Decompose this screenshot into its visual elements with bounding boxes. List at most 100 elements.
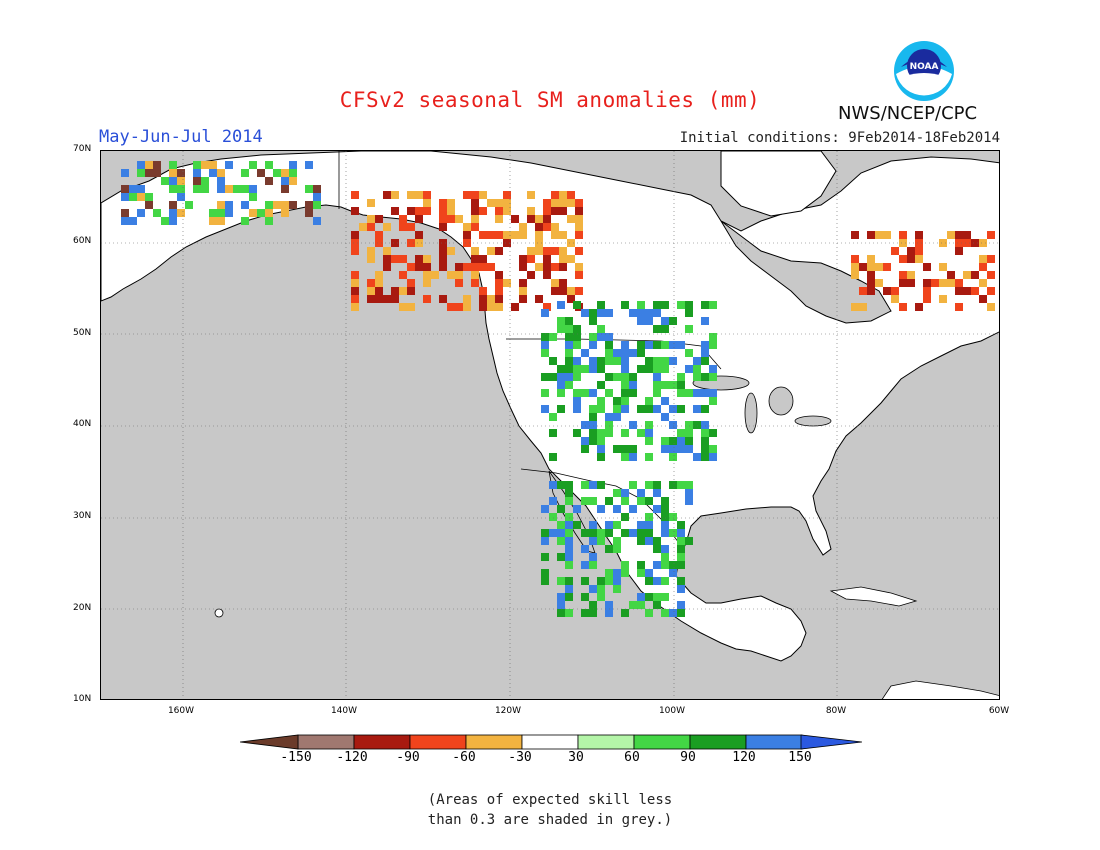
anomaly-cell	[907, 271, 915, 279]
anomaly-cell	[637, 497, 645, 505]
anomaly-cell	[867, 263, 875, 271]
anomaly-cell	[987, 271, 995, 279]
anomaly-cell	[653, 505, 661, 513]
anomaly-cell	[955, 279, 963, 287]
anomaly-cell	[145, 169, 153, 177]
anomaly-cell	[597, 365, 605, 373]
anomaly-cell	[597, 301, 605, 309]
anomaly-cell	[391, 207, 399, 215]
anomaly-cell	[415, 239, 423, 247]
anomaly-cell	[169, 201, 177, 209]
anomaly-cell	[605, 521, 613, 529]
anomaly-cell	[121, 209, 129, 217]
anomaly-cell	[621, 561, 629, 569]
anomaly-cell	[597, 405, 605, 413]
colorbar-segment	[577, 734, 635, 750]
anomaly-cell	[367, 255, 375, 263]
anomaly-cell	[597, 481, 605, 489]
anomaly-cell	[549, 453, 557, 461]
anomaly-cell	[589, 481, 597, 489]
anomaly-cell	[645, 577, 653, 585]
anomaly-cell	[891, 287, 899, 295]
anomaly-cell	[645, 357, 653, 365]
anomaly-cell	[613, 349, 621, 357]
anomaly-cell	[137, 185, 145, 193]
anomaly-cell	[645, 405, 653, 413]
anomaly-cell	[677, 445, 685, 453]
anomaly-cell	[613, 569, 621, 577]
anomaly-cell	[541, 529, 549, 537]
anomaly-cell	[915, 255, 923, 263]
anomaly-cell	[209, 161, 217, 169]
anomaly-cell	[867, 279, 875, 287]
anomaly-cell	[541, 341, 549, 349]
anomaly-cell	[121, 193, 129, 201]
anomaly-cell	[471, 199, 479, 207]
anomaly-cell	[305, 209, 313, 217]
anomaly-cell	[565, 349, 573, 357]
anomaly-cell	[915, 247, 923, 255]
anomaly-cell	[645, 397, 653, 405]
anomaly-cell	[589, 405, 597, 413]
anomaly-cell	[653, 481, 661, 489]
anomaly-cell	[289, 169, 297, 177]
anomaly-cell	[565, 317, 573, 325]
anomaly-cell	[923, 287, 931, 295]
anomaly-cell	[367, 215, 375, 223]
anomaly-cell	[589, 497, 597, 505]
anomaly-cell	[265, 161, 273, 169]
anomaly-cell	[573, 389, 581, 397]
anomaly-cell	[979, 239, 987, 247]
anomaly-cell	[565, 357, 573, 365]
anomaly-cell	[407, 287, 415, 295]
anomaly-cell	[383, 263, 391, 271]
anomaly-cell	[565, 497, 573, 505]
anomaly-cell	[685, 481, 693, 489]
anomaly-cell	[535, 247, 543, 255]
anomaly-cell	[575, 287, 583, 295]
lake-michigan	[744, 392, 758, 434]
anomaly-cell	[971, 239, 979, 247]
lon-label: 160W	[167, 706, 195, 716]
anomaly-cell	[685, 365, 693, 373]
anomaly-cell	[407, 207, 415, 215]
anomaly-cell	[661, 513, 669, 521]
anomaly-cell	[669, 453, 677, 461]
lat-label: 20N	[73, 603, 92, 613]
anomaly-cell	[575, 231, 583, 239]
anomaly-cell	[557, 553, 565, 561]
anomaly-cell	[209, 217, 217, 225]
anomaly-cell	[551, 263, 559, 271]
anomaly-cell	[281, 209, 289, 217]
anomaly-cell	[597, 577, 605, 585]
anomaly-cell	[281, 169, 289, 177]
anomaly-cell	[613, 521, 621, 529]
anomaly-cell	[589, 537, 597, 545]
anomaly-cell	[573, 405, 581, 413]
anomaly-cell	[557, 521, 565, 529]
anomaly-cell	[455, 263, 463, 271]
anomaly-cell	[559, 191, 567, 199]
anomaly-cell	[281, 201, 289, 209]
anomaly-cell	[605, 577, 613, 585]
anomaly-cell	[161, 177, 169, 185]
anomaly-cell	[557, 593, 565, 601]
anomaly-cell	[495, 199, 503, 207]
anomaly-cell	[653, 301, 661, 309]
lat-label: 50N	[73, 328, 92, 338]
anomaly-cell	[549, 333, 557, 341]
anomaly-cell	[661, 561, 669, 569]
anomaly-cell	[153, 169, 161, 177]
anomaly-cell	[597, 537, 605, 545]
anomaly-cell	[589, 317, 597, 325]
anomaly-cell	[637, 429, 645, 437]
anomaly-cell	[575, 247, 583, 255]
anomaly-cell	[407, 239, 415, 247]
anomaly-cell	[645, 497, 653, 505]
anomaly-cell	[677, 301, 685, 309]
anomaly-cell	[629, 453, 637, 461]
anomaly-cell	[621, 365, 629, 373]
lake-erie	[794, 415, 832, 427]
anomaly-cell	[487, 199, 495, 207]
anomaly-cell	[581, 481, 589, 489]
